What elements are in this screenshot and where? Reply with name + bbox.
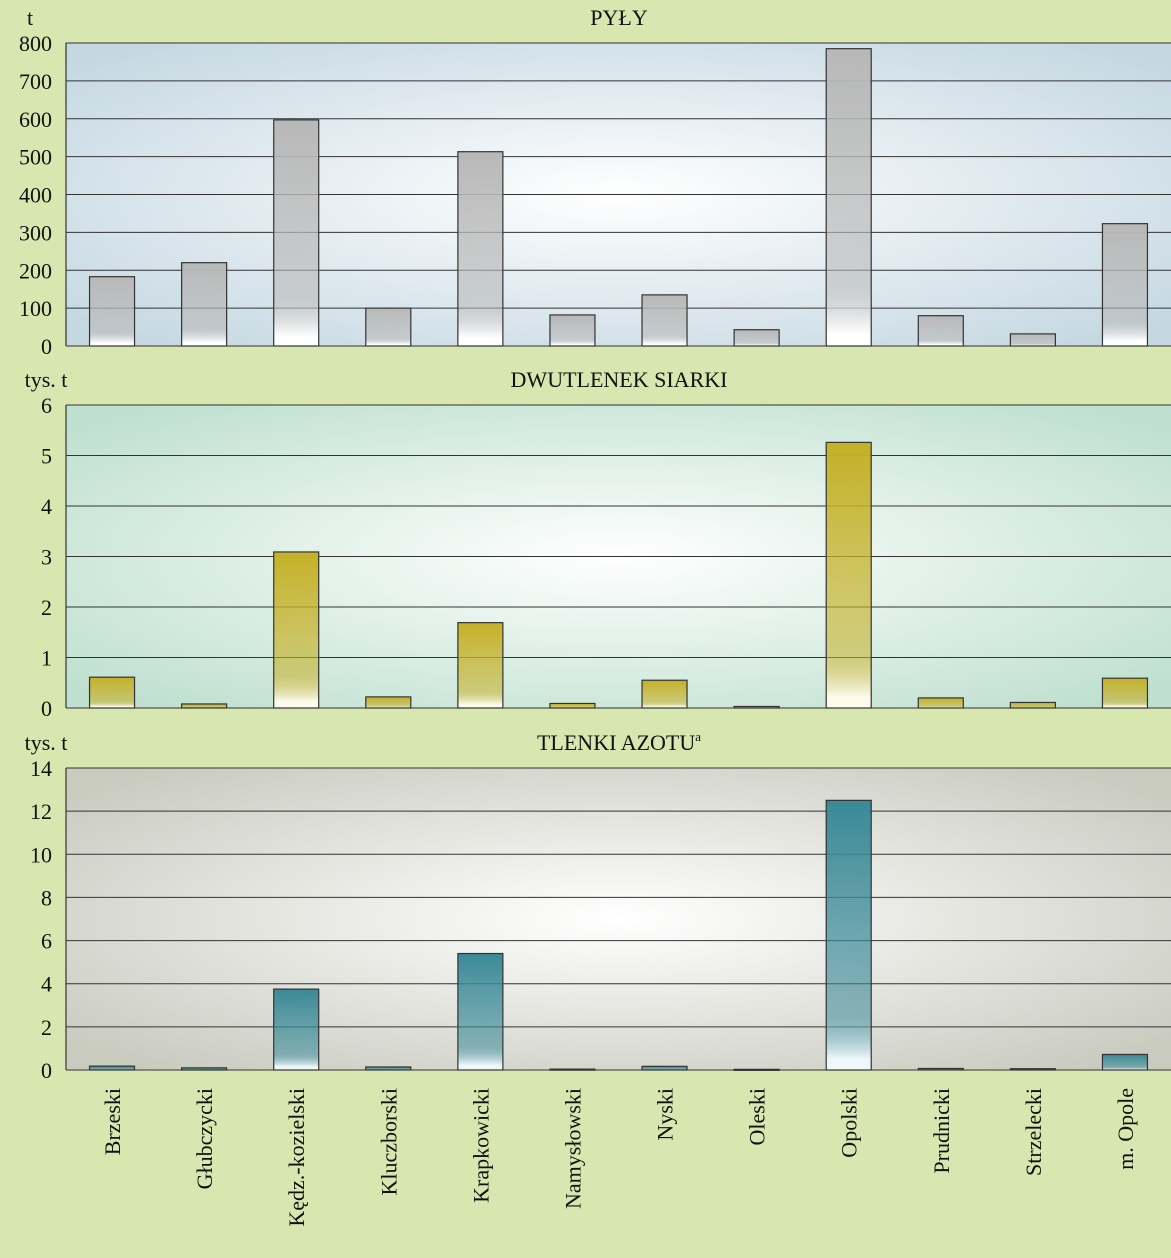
chart-title: DWUTLENEK SIARKI (511, 367, 728, 392)
bar-m-opole (1102, 224, 1147, 346)
bar-głubczycki (182, 263, 227, 346)
y-tick-label: 3 (41, 545, 52, 570)
plot-area (66, 768, 1171, 1070)
bar-nyski (642, 1066, 687, 1070)
x-category-labels: Brzeski Głubczycki Kędz.-kozielski Kluczbor… (100, 1088, 1138, 1227)
chart-title: TLENKI AZOTUa (537, 729, 701, 755)
bar-brzeski (90, 277, 135, 346)
y-tick-label: 5 (41, 444, 52, 469)
y-tick-label: 0 (41, 334, 52, 359)
y-tick-label: 0 (41, 696, 52, 721)
bar-opolski (826, 442, 871, 708)
x-category-label: Krapkowicki (468, 1088, 493, 1203)
y-tick-label: 4 (41, 494, 52, 519)
bar-m-opole (1102, 678, 1147, 708)
bar-kluczborski (366, 308, 411, 346)
title-superscript: a (695, 729, 701, 744)
y-tick-label: 14 (30, 756, 52, 781)
bar-głubczycki (182, 1068, 227, 1070)
y-tick-label: 12 (30, 799, 52, 824)
y-tick-label: 2 (41, 1015, 52, 1040)
y-axis-unit: tys. t (25, 730, 68, 755)
y-tick-label: 8 (41, 885, 52, 910)
bar-nyski (642, 295, 687, 346)
y-tick-label: 100 (19, 296, 52, 321)
bar-namysłowski (550, 703, 595, 708)
y-tick-label: 4 (41, 972, 52, 997)
chart-title: PYŁY (590, 5, 648, 30)
x-category-label: Kędz.-kozielski (284, 1088, 309, 1227)
bar-strzelecki (1010, 702, 1055, 708)
bar-głubczycki (182, 704, 227, 708)
bar-krapkowicki (458, 623, 503, 708)
bar-prudnicki (918, 316, 963, 346)
bar-nyski (642, 680, 687, 708)
bar-brzeski (90, 677, 135, 708)
bar-kędz-kozielski (274, 989, 319, 1070)
y-tick-label: 300 (19, 220, 52, 245)
x-category-label: m. Opole (1113, 1088, 1138, 1170)
bar-strzelecki (1010, 334, 1055, 346)
y-tick-label: 6 (41, 929, 52, 954)
bar-oleski (734, 1069, 779, 1070)
bar-krapkowicki (458, 152, 503, 346)
bar-opolski (826, 49, 871, 346)
x-category-label: Namysłowski (560, 1088, 585, 1209)
bar-opolski (826, 800, 871, 1070)
bar-strzelecki (1010, 1069, 1055, 1070)
y-tick-label: 2 (41, 595, 52, 620)
bar-oleski (734, 706, 779, 708)
bar-namysłowski (550, 315, 595, 346)
bar-kędz-kozielski (274, 552, 319, 708)
x-category-label: Kluczborski (376, 1088, 401, 1196)
y-tick-label: 6 (41, 393, 52, 418)
x-category-label: Opolski (837, 1088, 862, 1158)
y-tick-label: 1 (41, 646, 52, 671)
y-tick-label: 400 (19, 183, 52, 208)
bar-prudnicki (918, 698, 963, 708)
bar-kluczborski (366, 1067, 411, 1070)
bar-kędz-kozielski (274, 120, 319, 346)
y-axis-unit: tys. t (25, 367, 68, 392)
bar-brzeski (90, 1066, 135, 1070)
y-tick-label: 0 (41, 1058, 52, 1083)
bar-prudnicki (918, 1068, 963, 1070)
x-category-label: Głubczycki (192, 1088, 217, 1189)
x-category-label: Strzelecki (1021, 1088, 1046, 1176)
bar-namysłowski (550, 1069, 595, 1070)
bar-krapkowicki (458, 954, 503, 1070)
y-tick-label: 200 (19, 258, 52, 283)
bar-kluczborski (366, 697, 411, 708)
x-category-label: Oleski (745, 1088, 770, 1145)
x-category-label: Nyski (653, 1088, 678, 1141)
y-axis-unit: t (27, 5, 33, 30)
y-tick-label: 700 (19, 69, 52, 94)
y-tick-label: 600 (19, 107, 52, 132)
bar-oleski (734, 330, 779, 346)
y-tick-label: 10 (30, 842, 52, 867)
y-tick-label: 500 (19, 145, 52, 170)
bar-m-opole (1102, 1054, 1147, 1070)
y-tick-label: 800 (19, 31, 52, 56)
x-category-label: Prudnicki (929, 1088, 954, 1174)
x-category-label: Brzeski (100, 1088, 125, 1155)
